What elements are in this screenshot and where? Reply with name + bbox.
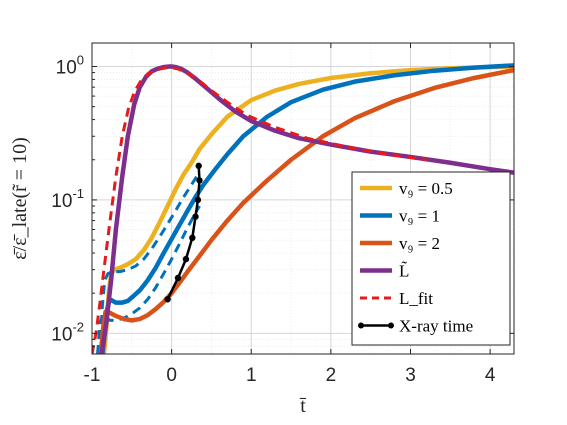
series-v1 <box>100 63 514 354</box>
y-tick-label: 100 <box>56 52 84 78</box>
legend-label: v₉ = 0.5 <box>399 179 453 198</box>
legend-marker <box>358 322 364 329</box>
y-axis-label: ε̄/ε̄_late(r̃ = 10) <box>9 137 31 259</box>
xray-point <box>174 274 182 282</box>
series-v1_dashed <box>96 205 201 354</box>
series-layer <box>92 63 514 354</box>
legend-label: X-ray time <box>399 317 473 336</box>
y-tick-label: 10-2 <box>51 319 84 345</box>
legend-label: v₉ = 1 <box>399 207 440 226</box>
x-tick-label: 2 <box>326 365 337 386</box>
x-tick-label: 3 <box>405 365 416 386</box>
x-tick-label: 1 <box>246 365 257 386</box>
ticks: -1 0 1 2 3 4 10-2 10-1 100 <box>51 43 514 386</box>
series-Lfit <box>92 66 427 354</box>
series-xray <box>166 164 201 301</box>
legend-label: L̃ <box>399 262 409 281</box>
axes-box <box>91 42 515 355</box>
legend-box <box>351 171 511 346</box>
xray-point <box>182 255 190 263</box>
xray-point <box>189 234 196 242</box>
legend-marker <box>388 322 394 329</box>
legend: v₉ = 0.5 v₉ = 1 v₉ = 2 L̃ L_fit X-ray time <box>351 171 511 346</box>
xray-point <box>196 177 203 184</box>
x-tick-label: 0 <box>166 365 177 386</box>
legend-label: v₉ = 2 <box>399 234 440 253</box>
series-v2 <box>98 67 514 354</box>
x-tick-label: 4 <box>485 365 496 386</box>
x-tick-label: -1 <box>84 365 101 386</box>
x-axis-label: t̄ <box>299 395 307 417</box>
y-tick-label: 10-1 <box>51 186 84 212</box>
xray-point <box>164 296 171 303</box>
series-v05_dashed <box>98 173 200 354</box>
xray-point <box>194 196 202 204</box>
xray-point <box>192 213 199 220</box>
legend-label: L_fit <box>399 289 433 308</box>
xray-point <box>195 162 202 170</box>
series-v05 <box>101 64 514 354</box>
